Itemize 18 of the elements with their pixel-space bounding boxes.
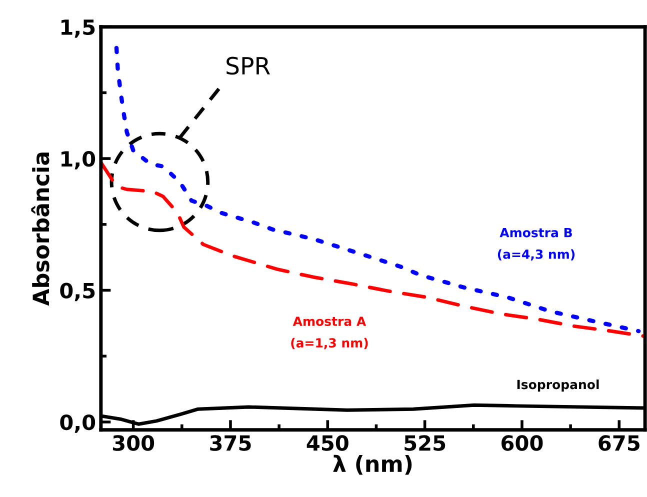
- x-tick-label: 675: [598, 435, 640, 451]
- text: Amostra A (a=1,3 nm): [291, 316, 368, 350]
- y-tick-label: 1,0: [62, 151, 96, 170]
- x-tick-label: 525: [404, 435, 446, 451]
- line-series: [114, 46, 641, 334]
- series-label: Isopropanol: [517, 380, 599, 392]
- y-tick-label: 0,0: [60, 414, 96, 433]
- x-tick-label: 375: [210, 435, 251, 451]
- x-tick-label: 300: [112, 435, 154, 451]
- y-axis-title: Absorbância: [31, 152, 50, 306]
- x-tick-label: 450: [306, 435, 348, 451]
- y-tick-label: 0,5: [60, 282, 95, 302]
- y-tick-label: 1,5: [62, 20, 95, 38]
- annotation: SPR: [226, 56, 270, 75]
- text: Amostra B (a=4,3 nm): [498, 228, 575, 261]
- line-series: [100, 160, 646, 338]
- x-tick-label: 600: [502, 435, 543, 451]
- x-axis-title: λ (nm): [333, 454, 412, 475]
